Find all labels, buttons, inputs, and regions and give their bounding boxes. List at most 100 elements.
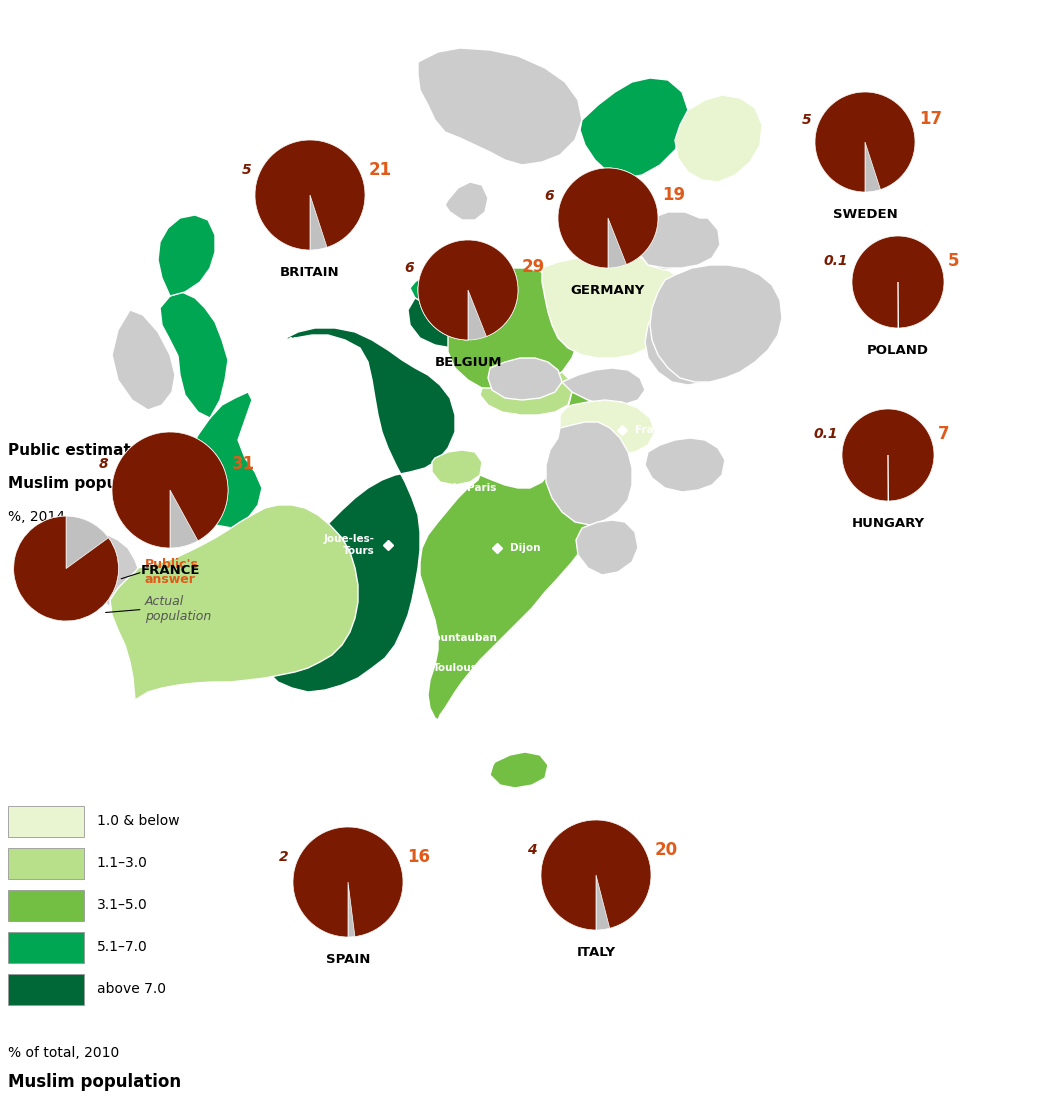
Text: SWEDEN: SWEDEN <box>833 208 897 221</box>
Wedge shape <box>541 820 651 930</box>
Text: FRANCE: FRANCE <box>141 564 199 577</box>
FancyBboxPatch shape <box>8 974 84 1005</box>
Text: Mountauban: Mountauban <box>423 633 497 643</box>
Polygon shape <box>490 752 548 788</box>
Circle shape <box>293 827 403 937</box>
Text: 0.1: 0.1 <box>814 427 838 442</box>
Text: 5: 5 <box>241 163 251 178</box>
Text: 1.1–3.0: 1.1–3.0 <box>97 857 147 870</box>
Text: above 7.0: above 7.0 <box>97 983 166 996</box>
Text: 29: 29 <box>522 258 545 276</box>
Polygon shape <box>112 310 175 410</box>
Circle shape <box>852 236 944 328</box>
Polygon shape <box>410 268 461 305</box>
Polygon shape <box>464 328 481 352</box>
Circle shape <box>255 140 365 250</box>
Text: Public's
answer: Public's answer <box>145 558 198 586</box>
Wedge shape <box>541 820 651 930</box>
Polygon shape <box>445 182 488 220</box>
Text: Dijon: Dijon <box>510 543 540 553</box>
Polygon shape <box>408 298 475 348</box>
Text: Joue-les-
Tours: Joue-les- Tours <box>324 534 374 555</box>
Text: 0.1: 0.1 <box>823 254 848 268</box>
Polygon shape <box>420 392 618 720</box>
Polygon shape <box>542 255 682 358</box>
Polygon shape <box>580 78 688 178</box>
Text: 8: 8 <box>99 457 108 471</box>
Text: 31: 31 <box>232 455 255 473</box>
Text: BELGIUM: BELGIUM <box>434 355 501 369</box>
Text: Muslim population: Muslim population <box>8 1073 181 1091</box>
Polygon shape <box>185 392 262 528</box>
Text: 5.1–7.0: 5.1–7.0 <box>97 941 147 954</box>
Polygon shape <box>576 520 638 575</box>
Wedge shape <box>852 236 944 328</box>
Text: POLAND: POLAND <box>868 344 929 357</box>
Polygon shape <box>432 450 481 485</box>
Text: 16: 16 <box>407 848 430 867</box>
Wedge shape <box>558 168 658 268</box>
Wedge shape <box>842 408 934 501</box>
Polygon shape <box>258 328 455 692</box>
Polygon shape <box>636 212 720 268</box>
Text: Public estimates of: Public estimates of <box>8 443 173 458</box>
Text: Toulouse: Toulouse <box>433 664 485 673</box>
Text: 19: 19 <box>662 187 685 204</box>
Circle shape <box>815 92 915 192</box>
Text: 1.0 & below: 1.0 & below <box>97 815 179 828</box>
Text: 21: 21 <box>369 161 392 179</box>
Polygon shape <box>160 291 228 418</box>
Text: %, 2014: %, 2014 <box>8 510 65 524</box>
Text: 17: 17 <box>919 110 942 128</box>
Wedge shape <box>558 168 658 268</box>
Polygon shape <box>560 400 655 455</box>
Polygon shape <box>488 358 562 400</box>
Text: Muslim population: Muslim population <box>8 476 167 491</box>
Text: ITALY: ITALY <box>577 946 616 959</box>
Wedge shape <box>293 827 403 937</box>
FancyBboxPatch shape <box>8 848 84 879</box>
Text: BRITAIN: BRITAIN <box>280 266 340 279</box>
Wedge shape <box>842 408 934 501</box>
Text: SPAIN: SPAIN <box>326 953 370 966</box>
Polygon shape <box>88 535 138 608</box>
Text: Woolwich: Woolwich <box>285 337 341 347</box>
Polygon shape <box>418 47 582 164</box>
Polygon shape <box>158 215 215 296</box>
Text: 20: 20 <box>655 841 678 859</box>
Wedge shape <box>112 432 223 548</box>
Polygon shape <box>645 438 725 492</box>
Circle shape <box>558 168 658 268</box>
Wedge shape <box>815 92 915 192</box>
Text: Paris: Paris <box>467 484 496 493</box>
Polygon shape <box>562 368 645 405</box>
Circle shape <box>112 432 228 548</box>
Polygon shape <box>645 298 738 385</box>
Polygon shape <box>675 95 762 182</box>
Wedge shape <box>293 827 403 937</box>
Wedge shape <box>255 140 365 250</box>
Wedge shape <box>852 236 944 328</box>
Text: 3.1–5.0: 3.1–5.0 <box>97 899 147 912</box>
Polygon shape <box>448 268 580 392</box>
Wedge shape <box>815 92 915 192</box>
Text: 5: 5 <box>801 113 811 127</box>
Wedge shape <box>255 140 365 250</box>
Wedge shape <box>418 240 516 340</box>
FancyBboxPatch shape <box>8 806 84 837</box>
Text: Frankfurt: Frankfurt <box>635 425 690 435</box>
Wedge shape <box>418 240 518 340</box>
Circle shape <box>541 820 651 930</box>
Polygon shape <box>636 212 708 270</box>
FancyBboxPatch shape <box>8 890 84 921</box>
Wedge shape <box>112 432 228 548</box>
Polygon shape <box>480 372 572 415</box>
FancyBboxPatch shape <box>8 932 84 963</box>
Text: Brussels: Brussels <box>511 413 560 423</box>
Text: 2: 2 <box>279 850 290 864</box>
Circle shape <box>418 240 518 340</box>
Text: Actual
population: Actual population <box>145 595 211 624</box>
Polygon shape <box>650 265 782 382</box>
Text: 6: 6 <box>404 261 414 275</box>
Text: 7: 7 <box>938 425 949 444</box>
